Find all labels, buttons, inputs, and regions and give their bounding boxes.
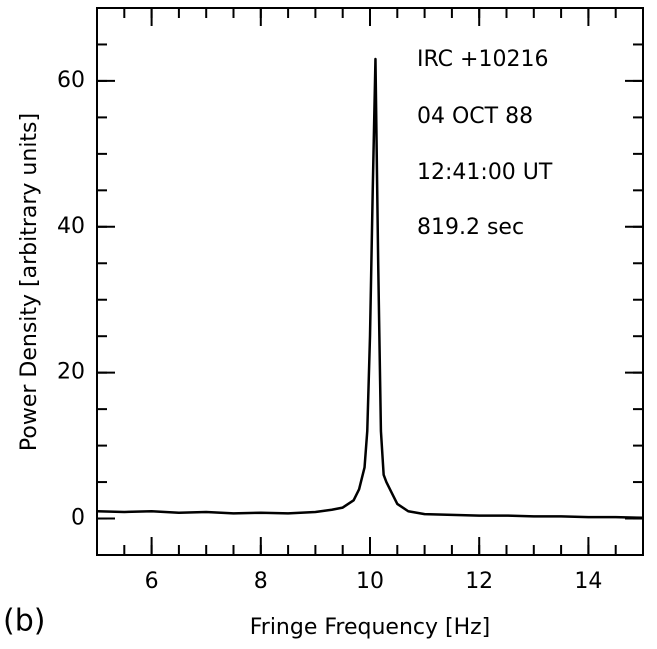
x-tick-label: 8	[254, 569, 268, 594]
y-axis-label: Power Density [arbitrary units]	[17, 113, 42, 451]
x-tick-label: 12	[465, 569, 493, 594]
x-tick-label: 10	[356, 569, 384, 594]
annotation: 12:41:00 UT	[417, 160, 553, 185]
annotation: IRC +10216	[417, 47, 548, 72]
y-tick-label: 40	[57, 214, 85, 239]
y-tick-label: 0	[71, 506, 85, 531]
x-tick-label: 6	[145, 569, 159, 594]
annotation: 04 OCT 88	[417, 104, 533, 129]
panel-label: (b)	[3, 604, 45, 639]
x-axis-label: Fringe Frequency [Hz]	[250, 615, 491, 640]
x-tick-label: 14	[574, 569, 602, 594]
y-tick-label: 60	[57, 68, 85, 93]
y-tick-label: 20	[57, 360, 85, 385]
data-line	[96, 57, 644, 520]
annotation: 819.2 sec	[417, 215, 524, 240]
